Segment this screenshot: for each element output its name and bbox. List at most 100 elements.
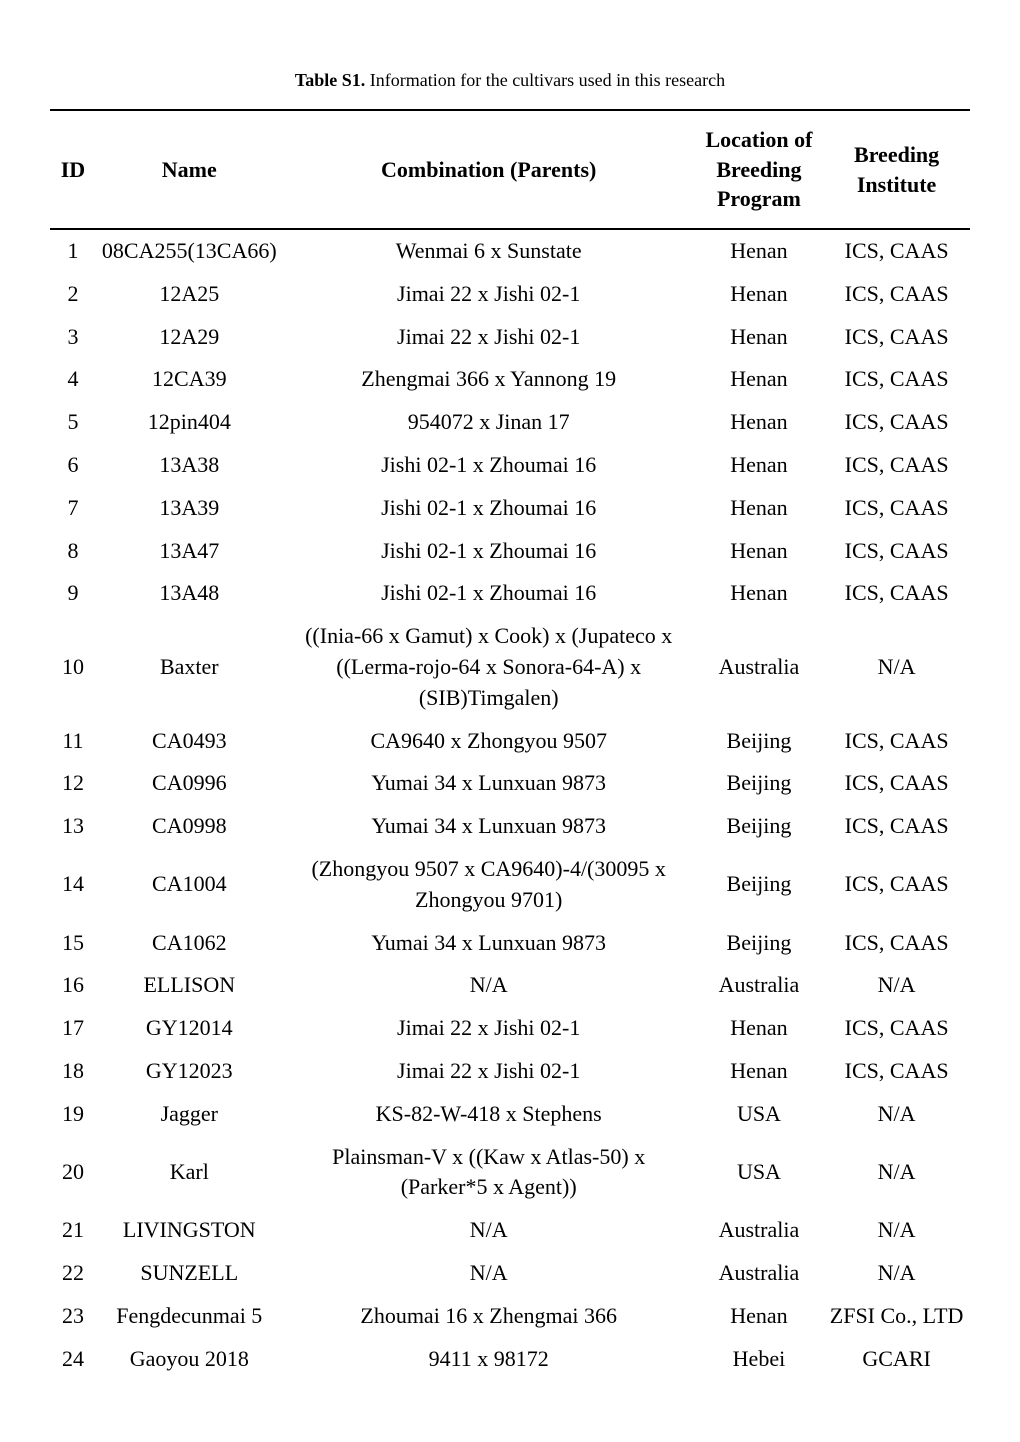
cell-loc: Beijing — [695, 848, 824, 922]
cell-comb: N/A — [283, 1252, 695, 1295]
table-row: 14CA1004(Zhongyou 9507 x CA9640)-4/(3009… — [50, 848, 970, 922]
cell-id: 19 — [50, 1093, 96, 1136]
cell-loc: Henan — [695, 229, 824, 273]
cell-inst: ICS, CAAS — [823, 572, 970, 615]
cell-inst: ICS, CAAS — [823, 229, 970, 273]
cell-inst: ICS, CAAS — [823, 444, 970, 487]
cell-loc: Australia — [695, 615, 824, 719]
cell-loc: USA — [695, 1093, 824, 1136]
table-row: 18GY12023Jimai 22 x Jishi 02-1HenanICS, … — [50, 1050, 970, 1093]
table-row: 12CA0996Yumai 34 x Lunxuan 9873BeijingIC… — [50, 762, 970, 805]
cell-loc: Henan — [695, 487, 824, 530]
cell-id: 5 — [50, 401, 96, 444]
col-location-line2: Breeding — [716, 157, 801, 182]
cell-inst: N/A — [823, 1209, 970, 1252]
cell-inst: N/A — [823, 964, 970, 1007]
cell-inst: ICS, CAAS — [823, 316, 970, 359]
caption-text: Information for the cultivars used in th… — [370, 70, 725, 90]
cell-id: 10 — [50, 615, 96, 719]
cell-id: 18 — [50, 1050, 96, 1093]
table-row: 10Baxter((Inia-66 x Gamut) x Cook) x (Ju… — [50, 615, 970, 719]
cell-inst: ICS, CAAS — [823, 401, 970, 444]
cell-id: 2 — [50, 273, 96, 316]
cell-name: 12A25 — [96, 273, 283, 316]
cell-loc: Beijing — [695, 762, 824, 805]
cell-comb: Yumai 34 x Lunxuan 9873 — [283, 922, 695, 965]
cell-name: 13A38 — [96, 444, 283, 487]
cultivars-table: ID Name Combination (Parents) Location o… — [50, 109, 970, 1380]
cell-name: 12pin404 — [96, 401, 283, 444]
cell-id: 9 — [50, 572, 96, 615]
cell-name: CA1004 — [96, 848, 283, 922]
cell-comb: 954072 x Jinan 17 — [283, 401, 695, 444]
cell-id: 24 — [50, 1338, 96, 1381]
cell-loc: USA — [695, 1136, 824, 1210]
cell-loc: Australia — [695, 964, 824, 1007]
cell-name: 13A48 — [96, 572, 283, 615]
caption-label: Table S1. — [295, 70, 365, 90]
table-row: 713A39Jishi 02-1 x Zhoumai 16HenanICS, C… — [50, 487, 970, 530]
col-location-line1: Location of — [705, 127, 812, 152]
cell-name: CA1062 — [96, 922, 283, 965]
table-header-row: ID Name Combination (Parents) Location o… — [50, 110, 970, 229]
col-institute-line1: Breeding — [854, 142, 939, 167]
table-row: 16ELLISONN/AAustraliaN/A — [50, 964, 970, 1007]
cell-comb: N/A — [283, 964, 695, 1007]
cell-name: 12CA39 — [96, 358, 283, 401]
cell-inst: N/A — [823, 1093, 970, 1136]
cell-comb: Jimai 22 x Jishi 02-1 — [283, 1007, 695, 1050]
cell-id: 17 — [50, 1007, 96, 1050]
col-location: Location of Breeding Program — [695, 110, 824, 229]
cell-comb: CA9640 x Zhongyou 9507 — [283, 720, 695, 763]
cell-inst: ICS, CAAS — [823, 358, 970, 401]
table-row: 15CA1062Yumai 34 x Lunxuan 9873BeijingIC… — [50, 922, 970, 965]
cell-name: Fengdecunmai 5 — [96, 1295, 283, 1338]
cell-name: GY12023 — [96, 1050, 283, 1093]
cell-comb: Jishi 02-1 x Zhoumai 16 — [283, 444, 695, 487]
cell-inst: ICS, CAAS — [823, 762, 970, 805]
table-row: 412CA39Zhengmai 366 x Yannong 19HenanICS… — [50, 358, 970, 401]
table-row: 21LIVINGSTONN/AAustraliaN/A — [50, 1209, 970, 1252]
cell-id: 14 — [50, 848, 96, 922]
table-row: 212A25Jimai 22 x Jishi 02-1HenanICS, CAA… — [50, 273, 970, 316]
cell-comb: Jishi 02-1 x Zhoumai 16 — [283, 572, 695, 615]
cell-name: Jagger — [96, 1093, 283, 1136]
cell-name: CA0998 — [96, 805, 283, 848]
cell-inst: ICS, CAAS — [823, 848, 970, 922]
cell-loc: Australia — [695, 1209, 824, 1252]
cell-name: CA0996 — [96, 762, 283, 805]
cell-loc: Henan — [695, 358, 824, 401]
table-row: 13CA0998Yumai 34 x Lunxuan 9873BeijingIC… — [50, 805, 970, 848]
cell-id: 16 — [50, 964, 96, 1007]
cell-inst: N/A — [823, 615, 970, 719]
cell-comb: Zhengmai 366 x Yannong 19 — [283, 358, 695, 401]
cell-name: Baxter — [96, 615, 283, 719]
cell-id: 22 — [50, 1252, 96, 1295]
table-row: 913A48Jishi 02-1 x Zhoumai 16HenanICS, C… — [50, 572, 970, 615]
cell-loc: Henan — [695, 1295, 824, 1338]
cell-comb: ((Inia-66 x Gamut) x Cook) x (Jupateco x… — [283, 615, 695, 719]
table-row: 22SUNZELLN/AAustraliaN/A — [50, 1252, 970, 1295]
cell-inst: ICS, CAAS — [823, 1007, 970, 1050]
table-row: 108CA255(13CA66)Wenmai 6 x SunstateHenan… — [50, 229, 970, 273]
cell-loc: Australia — [695, 1252, 824, 1295]
cell-comb: Zhoumai 16 x Zhengmai 366 — [283, 1295, 695, 1338]
table-row: 23Fengdecunmai 5Zhoumai 16 x Zhengmai 36… — [50, 1295, 970, 1338]
cell-id: 4 — [50, 358, 96, 401]
cell-inst: ZFSI Co., LTD — [823, 1295, 970, 1338]
cell-inst: ICS, CAAS — [823, 530, 970, 573]
cell-inst: N/A — [823, 1252, 970, 1295]
cell-name: Gaoyou 2018 — [96, 1338, 283, 1381]
cell-loc: Henan — [695, 530, 824, 573]
cell-comb: Jishi 02-1 x Zhoumai 16 — [283, 487, 695, 530]
cell-name: LIVINGSTON — [96, 1209, 283, 1252]
cell-name: ELLISON — [96, 964, 283, 1007]
col-combination: Combination (Parents) — [283, 110, 695, 229]
cell-loc: Henan — [695, 444, 824, 487]
cell-name: 13A39 — [96, 487, 283, 530]
table-row: 20KarlPlainsman-V x ((Kaw x Atlas-50) x … — [50, 1136, 970, 1210]
cell-id: 23 — [50, 1295, 96, 1338]
cell-id: 3 — [50, 316, 96, 359]
cell-comb: (Zhongyou 9507 x CA9640)-4/(30095 x Zhon… — [283, 848, 695, 922]
cell-comb: Yumai 34 x Lunxuan 9873 — [283, 762, 695, 805]
